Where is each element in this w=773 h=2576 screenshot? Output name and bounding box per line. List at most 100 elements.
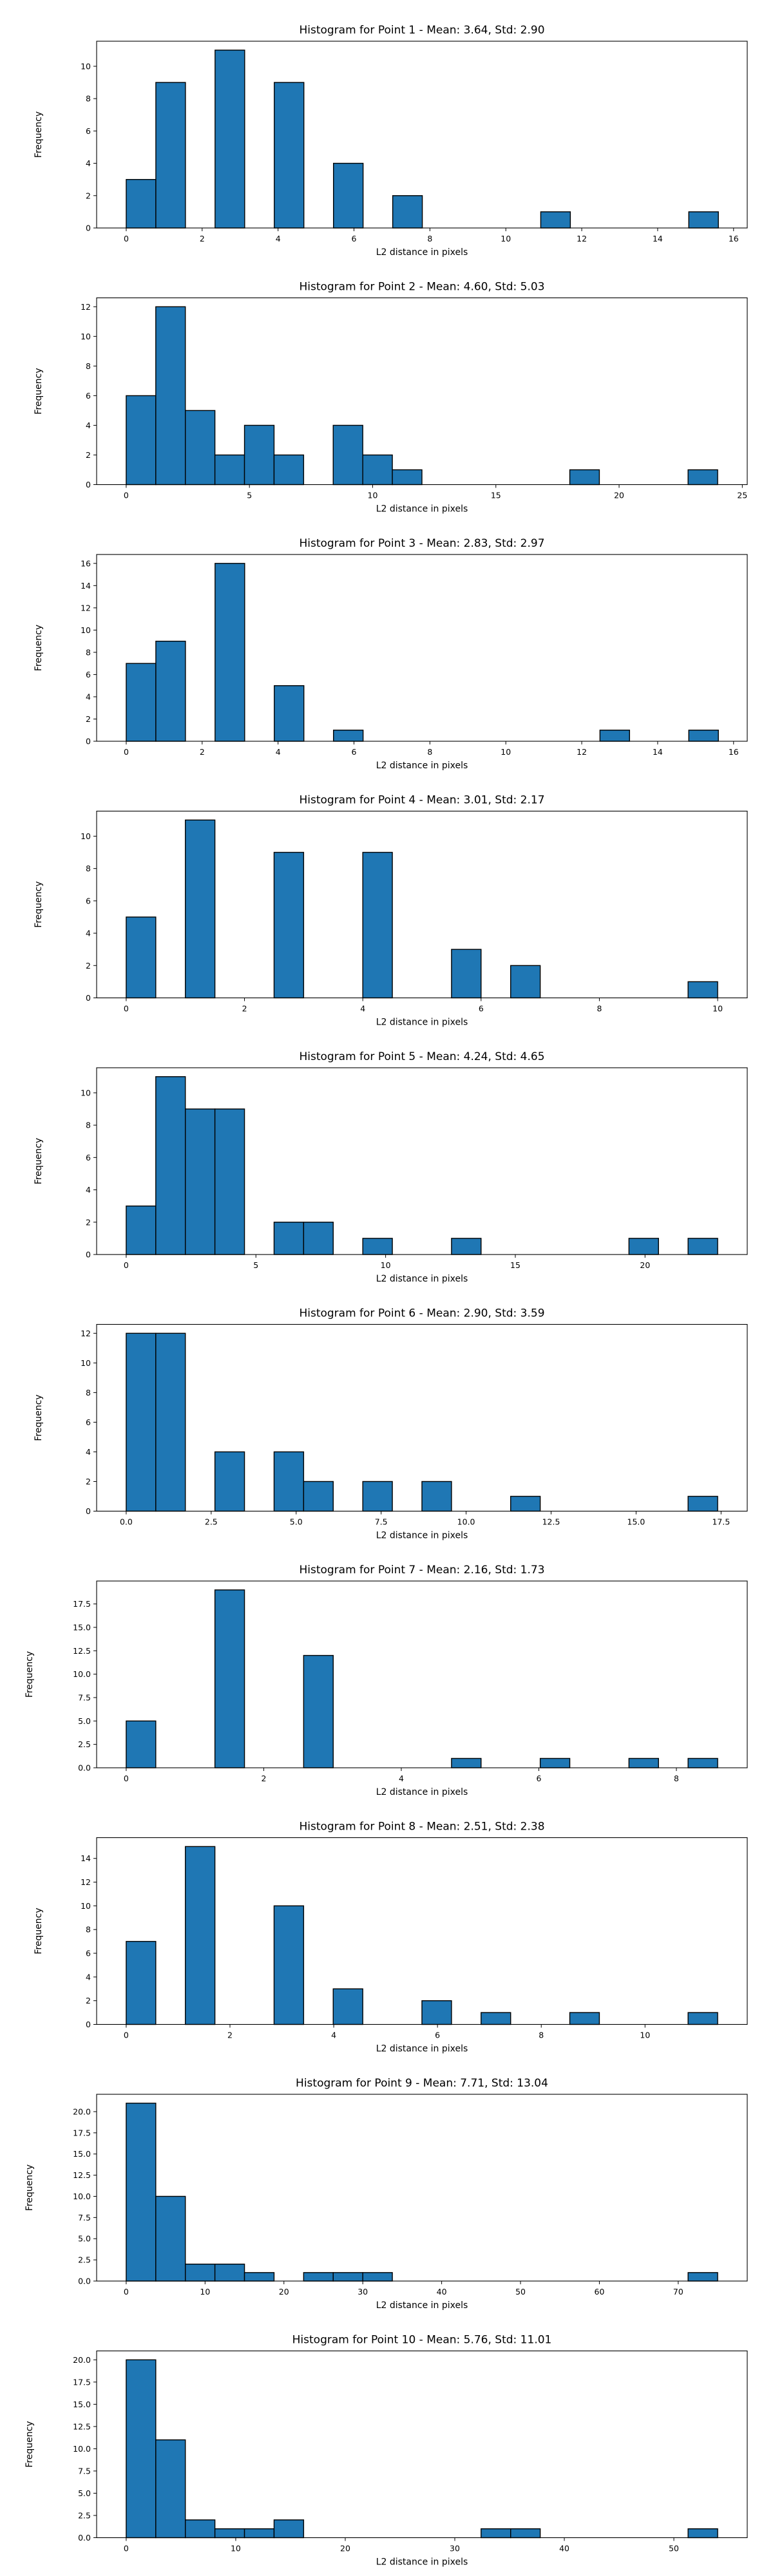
y-tick-label: 0	[86, 1506, 91, 1516]
x-tick-label: 10	[368, 491, 378, 500]
histogram-bar	[185, 819, 216, 999]
histogram-bar	[273, 2519, 305, 2539]
x-tick-label: 2	[200, 234, 205, 243]
x-tick-label: 40	[437, 2287, 447, 2297]
chart-title: Histogram for Point 8 - Mean: 2.51, Std:…	[299, 1821, 544, 1833]
y-tick-label: 0.0	[78, 2533, 91, 2543]
y-tick-label: 4	[86, 421, 91, 430]
y-tick-label: 15.0	[73, 2149, 91, 2159]
chart-title: Histogram for Point 10 - Mean: 5.76, Std…	[292, 2334, 552, 2347]
x-tick-label: 30	[358, 2287, 368, 2297]
x-tick-label: 10	[381, 1260, 391, 1270]
chart-title: Histogram for Point 3 - Mean: 2.83, Std:…	[299, 537, 544, 550]
x-tick-label: 12.5	[542, 1517, 560, 1527]
histogram-bar	[126, 395, 157, 486]
x-tick-label: 8	[674, 1774, 679, 1783]
y-tick-label: 7.5	[78, 2213, 91, 2222]
histogram-bar	[214, 1108, 245, 1255]
x-tick-label: 15	[491, 491, 501, 500]
y-tick-label: 12	[81, 1329, 91, 1338]
histogram-panel-10: Histogram for Point 10 - Mean: 5.76, Std…	[24, 2334, 748, 2568]
histogram-bar	[510, 1495, 541, 1512]
histogram-panel-1: Histogram for Point 1 - Mean: 3.64, Std:…	[33, 24, 748, 258]
histogram-bar	[540, 211, 571, 229]
histogram-bar	[126, 1940, 157, 2025]
histogram-bar	[214, 2528, 245, 2539]
histogram-bar	[273, 1905, 305, 2025]
x-tick-label: 14	[653, 747, 663, 757]
x-tick-label: 50	[515, 2287, 526, 2297]
x-axis: 0 5 10 15 20 25	[124, 484, 747, 500]
histogram-bar	[687, 2272, 718, 2282]
y-tick-label: 0	[86, 737, 91, 746]
chart-title: Histogram for Point 9 - Mean: 7.71, Std:…	[296, 2077, 548, 2090]
axes-frame	[96, 297, 748, 486]
histogram-panel-8: Histogram for Point 8 - Mean: 2.51, Std:…	[33, 1821, 748, 2054]
x-tick-label: 10	[501, 234, 511, 243]
bars	[126, 2359, 718, 2539]
histogram-bar	[481, 2012, 511, 2025]
histogram-bar	[214, 2263, 245, 2282]
histogram-bar	[126, 2359, 157, 2539]
histogram-bar	[687, 2012, 718, 2025]
y-tick-label: 2.5	[78, 2255, 91, 2265]
x-axis-label: L2 distance in pixels	[376, 761, 468, 771]
histogram-bar	[273, 1222, 305, 1255]
histogram-bar	[126, 178, 157, 229]
histogram-bar	[273, 454, 305, 486]
y-axis: 0 2 4 6 8 10	[81, 61, 97, 233]
histogram-bar	[126, 2103, 157, 2282]
histogram-panel-7: Histogram for Point 7 - Mean: 2.16, Std:…	[24, 1564, 748, 1797]
x-tick-label: 17.5	[712, 1517, 730, 1527]
bars	[126, 1589, 718, 1768]
y-tick-label: 7.5	[78, 2466, 91, 2476]
y-tick-label: 2.5	[78, 1739, 91, 1749]
x-tick-label: 0	[124, 1260, 129, 1270]
x-axis: 0 10 20 30 40 50	[124, 2537, 679, 2553]
histogram-bar	[628, 1757, 659, 1768]
histogram-bar	[185, 2519, 216, 2539]
y-tick-label: 8	[86, 647, 91, 657]
x-tick-label: 10	[231, 2544, 241, 2553]
histogram-bar	[185, 2263, 216, 2282]
x-tick-label: 6	[352, 747, 357, 757]
axes-frame	[96, 2350, 748, 2539]
chart-title: Histogram for Point 5 - Mean: 4.24, Std:…	[299, 1050, 544, 1063]
x-axis: 0 2 4 6 8 10	[124, 998, 723, 1014]
histogram-bar	[392, 195, 423, 229]
histogram-bar	[332, 2272, 363, 2282]
histogram-bar	[243, 424, 275, 486]
x-tick-label: 12	[577, 747, 587, 757]
y-axis-label: Frequency	[24, 2421, 35, 2467]
histogram-bar	[421, 1481, 452, 1512]
y-tick-label: 8	[86, 94, 91, 104]
x-axis: 0 10 20 30 40 50 60 70	[124, 2281, 683, 2297]
y-tick-label: 7.5	[78, 1692, 91, 1702]
x-axis-label: L2 distance in pixels	[376, 1274, 468, 1284]
y-tick-label: 2	[86, 1217, 91, 1227]
histogram-bar	[303, 1222, 334, 1255]
y-tick-label: 4	[86, 692, 91, 701]
x-tick-label: 12	[577, 234, 587, 243]
x-tick-label: 10	[501, 747, 511, 757]
chart-title: Histogram for Point 4 - Mean: 3.01, Std:…	[299, 794, 544, 807]
x-tick-label: 4	[399, 1774, 404, 1783]
x-axis: 0 2 4 6 8 10	[124, 2024, 650, 2040]
x-tick-label: 10	[640, 2031, 650, 2040]
histogram-bar	[215, 563, 245, 742]
x-tick-label: 0	[124, 747, 129, 757]
y-tick-label: 12	[81, 1877, 91, 1887]
histogram-bar	[687, 981, 718, 999]
axes-frame	[96, 1837, 748, 2025]
x-axis: 0 5 10 15 20	[124, 1255, 650, 1270]
histogram-bar	[214, 1589, 245, 1768]
y-axis: 0.0 2.5 5.0 7.5 10.0 12.5 15.0 17.5 20.0	[73, 2107, 97, 2286]
x-tick-label: 20	[640, 1260, 650, 1270]
x-tick-label: 2	[261, 1774, 266, 1783]
histogram-bar	[274, 685, 305, 742]
chart-title: Histogram for Point 1 - Mean: 3.64, Std:…	[299, 24, 544, 37]
histogram-bar	[599, 730, 631, 742]
histogram-bar	[362, 1238, 393, 1255]
